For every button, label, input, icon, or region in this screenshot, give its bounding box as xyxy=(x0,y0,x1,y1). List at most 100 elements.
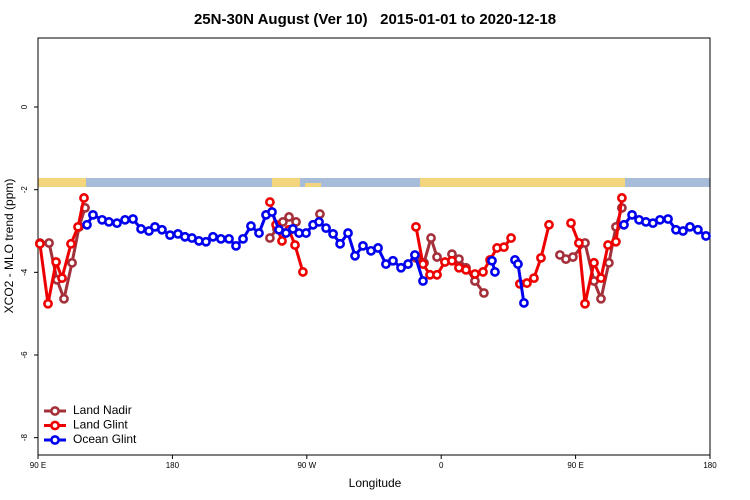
point xyxy=(335,238,346,249)
point xyxy=(604,257,614,268)
legend-label: Ocean Glint xyxy=(73,432,137,446)
point xyxy=(487,255,497,266)
point xyxy=(284,212,294,222)
point xyxy=(79,193,89,203)
point xyxy=(513,259,523,269)
point xyxy=(589,257,599,268)
legend-label: Land Glint xyxy=(73,418,128,432)
point xyxy=(403,259,413,269)
point xyxy=(315,209,325,219)
point xyxy=(67,257,77,268)
point xyxy=(246,221,256,231)
point xyxy=(388,255,398,266)
point xyxy=(685,221,695,232)
point xyxy=(59,293,69,304)
point xyxy=(201,236,211,247)
point xyxy=(655,214,665,225)
point xyxy=(277,236,287,246)
point xyxy=(328,228,338,239)
point xyxy=(663,214,673,224)
point xyxy=(43,298,53,309)
point xyxy=(290,240,300,250)
point xyxy=(104,217,114,227)
land-strip xyxy=(272,178,300,187)
point xyxy=(536,252,546,263)
x-tick-label: 180 xyxy=(166,461,180,470)
point xyxy=(478,267,488,277)
point xyxy=(267,207,277,217)
point xyxy=(281,228,291,238)
point xyxy=(432,252,442,262)
point xyxy=(568,252,578,262)
point xyxy=(314,217,324,227)
point xyxy=(112,218,122,229)
point xyxy=(596,293,606,304)
point xyxy=(490,267,500,277)
y-tick-label: -8 xyxy=(20,434,29,442)
y-tick-label: -6 xyxy=(20,351,29,359)
point xyxy=(238,233,248,244)
point xyxy=(157,224,167,235)
point xyxy=(82,219,92,230)
point xyxy=(580,298,590,309)
point xyxy=(373,243,383,253)
chart-title: 25N-30N August (Ver 10) 2015-01-01 to 20… xyxy=(194,11,556,28)
point xyxy=(224,233,234,244)
point xyxy=(136,224,146,234)
point xyxy=(499,242,509,253)
point xyxy=(678,226,688,236)
point xyxy=(603,240,613,250)
point xyxy=(596,273,606,284)
point xyxy=(343,228,353,238)
land-strip xyxy=(420,178,625,187)
point xyxy=(321,223,331,234)
point xyxy=(265,197,275,207)
point xyxy=(616,193,627,203)
point xyxy=(301,228,311,238)
point xyxy=(693,224,703,235)
legend-label: Land Nadir xyxy=(73,403,132,417)
point xyxy=(165,230,175,241)
point xyxy=(298,267,308,277)
point xyxy=(265,233,275,243)
point xyxy=(44,238,54,248)
point xyxy=(350,250,360,261)
ocean-strip xyxy=(38,178,710,187)
point xyxy=(619,219,629,230)
x-tick-label: 180 xyxy=(703,461,717,470)
legend-marker xyxy=(50,406,60,416)
point xyxy=(522,278,532,288)
point xyxy=(573,238,584,248)
x-tick-label: 90 W xyxy=(297,461,316,470)
legend-marker xyxy=(50,420,60,431)
point xyxy=(51,257,61,267)
point xyxy=(519,298,529,308)
point xyxy=(701,231,711,241)
point xyxy=(544,219,554,230)
point xyxy=(57,273,67,284)
point xyxy=(396,262,406,273)
point xyxy=(566,218,576,229)
point xyxy=(208,231,218,242)
series-line xyxy=(38,197,624,305)
point xyxy=(461,264,471,275)
land-strip xyxy=(305,183,321,187)
point xyxy=(529,273,539,284)
x-tick-label: 90 E xyxy=(567,461,583,470)
point xyxy=(73,221,83,232)
point xyxy=(410,250,420,260)
point xyxy=(418,259,428,269)
y-tick-label: 0 xyxy=(20,104,29,109)
point xyxy=(506,233,516,243)
y-tick-label: -2 xyxy=(20,186,29,194)
point xyxy=(254,228,264,238)
legend-marker xyxy=(50,435,60,445)
point xyxy=(128,214,138,224)
point xyxy=(35,238,45,249)
point xyxy=(216,233,226,244)
point xyxy=(432,269,442,280)
point xyxy=(426,233,436,243)
point xyxy=(120,214,130,225)
point xyxy=(418,276,428,286)
